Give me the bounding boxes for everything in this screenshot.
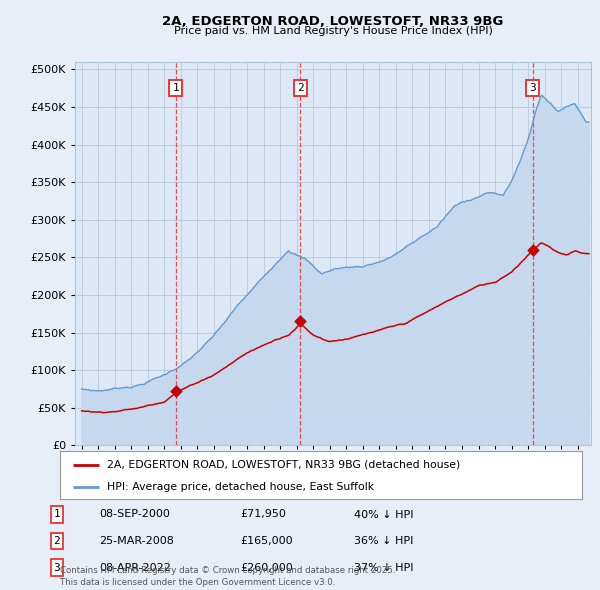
Text: 1: 1 bbox=[53, 510, 61, 519]
Text: Price paid vs. HM Land Registry's House Price Index (HPI): Price paid vs. HM Land Registry's House … bbox=[173, 26, 493, 36]
Text: 08-SEP-2000: 08-SEP-2000 bbox=[99, 510, 170, 519]
Text: 2A, EDGERTON ROAD, LOWESTOFT, NR33 9BG: 2A, EDGERTON ROAD, LOWESTOFT, NR33 9BG bbox=[163, 15, 503, 28]
Text: 3: 3 bbox=[53, 563, 61, 572]
Text: £71,950: £71,950 bbox=[240, 510, 286, 519]
Text: 1: 1 bbox=[172, 83, 179, 93]
Text: HPI: Average price, detached house, East Suffolk: HPI: Average price, detached house, East… bbox=[107, 482, 374, 491]
Text: £260,000: £260,000 bbox=[240, 563, 293, 572]
Point bbox=[296, 317, 305, 326]
Text: 25-MAR-2008: 25-MAR-2008 bbox=[99, 536, 174, 546]
Text: £165,000: £165,000 bbox=[240, 536, 293, 546]
Point bbox=[171, 386, 181, 396]
Text: 36% ↓ HPI: 36% ↓ HPI bbox=[354, 536, 413, 546]
Text: 2: 2 bbox=[53, 536, 61, 546]
Text: Contains HM Land Registry data © Crown copyright and database right 2025.
This d: Contains HM Land Registry data © Crown c… bbox=[60, 566, 395, 587]
Point bbox=[528, 245, 538, 255]
Text: 37% ↓ HPI: 37% ↓ HPI bbox=[354, 563, 413, 572]
Text: 40% ↓ HPI: 40% ↓ HPI bbox=[354, 510, 413, 519]
Text: 2A, EDGERTON ROAD, LOWESTOFT, NR33 9BG (detached house): 2A, EDGERTON ROAD, LOWESTOFT, NR33 9BG (… bbox=[107, 460, 460, 470]
Text: 08-APR-2022: 08-APR-2022 bbox=[99, 563, 171, 572]
Text: 2: 2 bbox=[297, 83, 304, 93]
Text: 3: 3 bbox=[529, 83, 536, 93]
